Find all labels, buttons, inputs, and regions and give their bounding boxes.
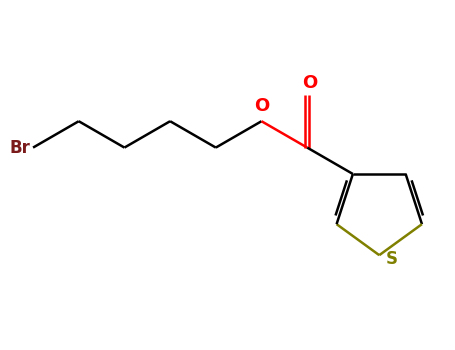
Text: O: O [254,97,269,115]
Text: O: O [302,74,318,92]
Text: S: S [385,250,398,268]
Text: Br: Br [10,139,30,156]
